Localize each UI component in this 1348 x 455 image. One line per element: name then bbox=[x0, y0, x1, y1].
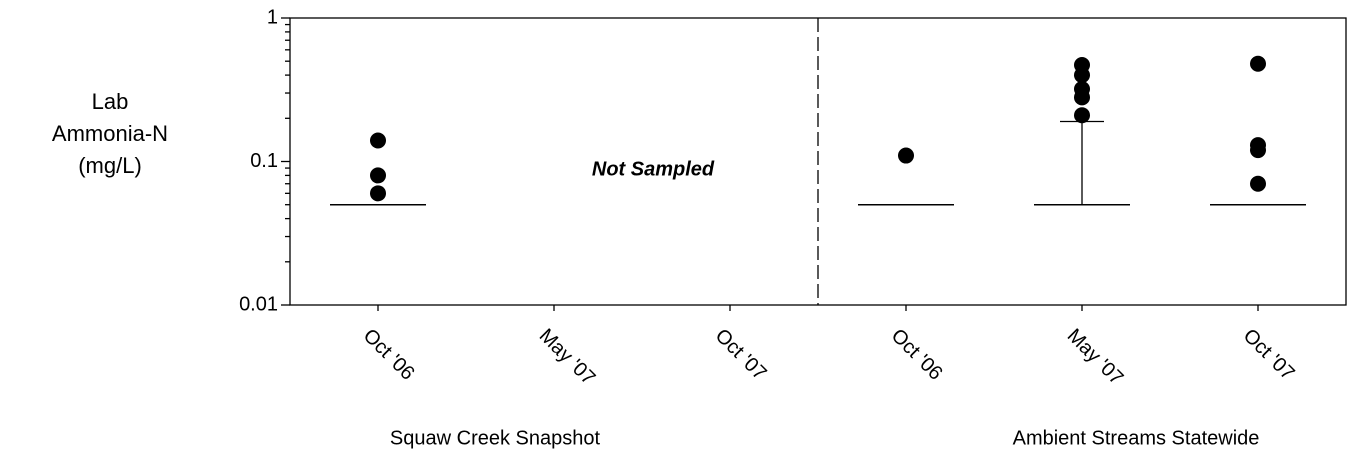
annotation: Not Sampled bbox=[592, 158, 715, 180]
y-tick-label: 0.1 bbox=[250, 150, 278, 172]
outlier bbox=[1250, 55, 1266, 72]
x-tick-label: Oct '06 bbox=[887, 325, 947, 385]
y-axis-label: Ammonia-N bbox=[52, 121, 168, 146]
outlier bbox=[370, 132, 386, 149]
y-axis-label: (mg/L) bbox=[78, 153, 142, 178]
x-tick-label: Oct '07 bbox=[711, 325, 771, 385]
y-tick-label: 1 bbox=[267, 6, 278, 28]
group-label: Ambient Streams Statewide bbox=[1013, 427, 1260, 449]
outlier bbox=[1074, 81, 1090, 98]
y-tick-label: 0.01 bbox=[239, 293, 278, 315]
x-tick-label: May '07 bbox=[535, 325, 600, 390]
outlier bbox=[370, 185, 386, 202]
x-tick-label: May '07 bbox=[1063, 325, 1128, 390]
group-label: Squaw Creek Snapshot bbox=[390, 427, 601, 449]
outlier bbox=[1250, 175, 1266, 192]
outlier bbox=[1250, 137, 1266, 154]
x-tick-label: Oct '06 bbox=[359, 325, 419, 385]
x-tick-label: Oct '07 bbox=[1239, 325, 1299, 385]
outlier bbox=[898, 147, 914, 164]
outlier bbox=[1074, 57, 1090, 74]
y-axis-label: Lab bbox=[92, 89, 129, 114]
outlier bbox=[370, 167, 386, 184]
outlier bbox=[1074, 107, 1090, 124]
